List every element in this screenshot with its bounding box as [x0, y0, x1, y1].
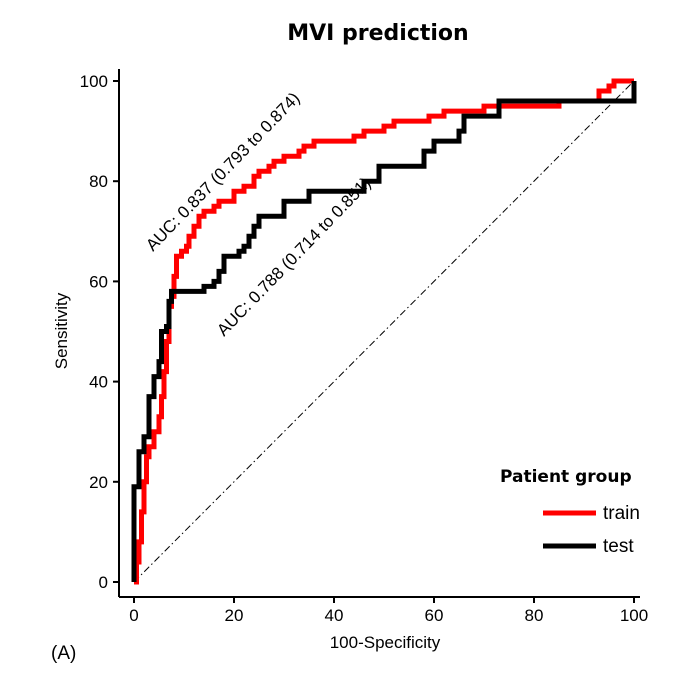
y-tick-label-40: 40 — [89, 373, 108, 392]
reference-line-layer — [133, 80, 635, 583]
reference-diagonal-line — [133, 80, 635, 583]
legend-title: Patient group — [500, 467, 632, 487]
chart-title: MVI prediction — [287, 21, 468, 46]
y-tick-label-80: 80 — [89, 172, 108, 191]
roc-line-test — [131, 81, 637, 582]
series-layer — [131, 78, 637, 585]
x-tick-label-80: 80 — [525, 606, 544, 625]
legend-label-train: train — [603, 503, 640, 524]
y-axis-label: Sensitivity — [52, 292, 71, 369]
y-tick-label-60: 60 — [89, 272, 108, 291]
axes-layer — [118, 69, 640, 598]
panel-label: (A) — [51, 643, 76, 664]
y-tick-label-0: 0 — [99, 573, 108, 592]
x-tick-label-60: 60 — [425, 606, 444, 625]
ticks-layer: 0 20 40 60 80 100 0 20 40 60 80 100 — [80, 72, 649, 625]
x-tick-label-40: 40 — [325, 606, 344, 625]
x-axis-label: 100-Specificity — [330, 633, 441, 652]
y-tick-label-20: 20 — [89, 473, 108, 492]
x-tick-label-20: 20 — [225, 606, 244, 625]
roc-line-train — [134, 78, 634, 585]
x-tick-label-100: 100 — [620, 606, 648, 625]
annotation-auc-train: AUC: 0.837 (0.793 to 0.874) — [142, 89, 303, 255]
y-tick-label-100: 100 — [80, 72, 108, 91]
x-tick-label-0: 0 — [129, 606, 138, 625]
legend: Patient group train test — [500, 467, 640, 557]
legend-label-test: test — [603, 536, 634, 557]
